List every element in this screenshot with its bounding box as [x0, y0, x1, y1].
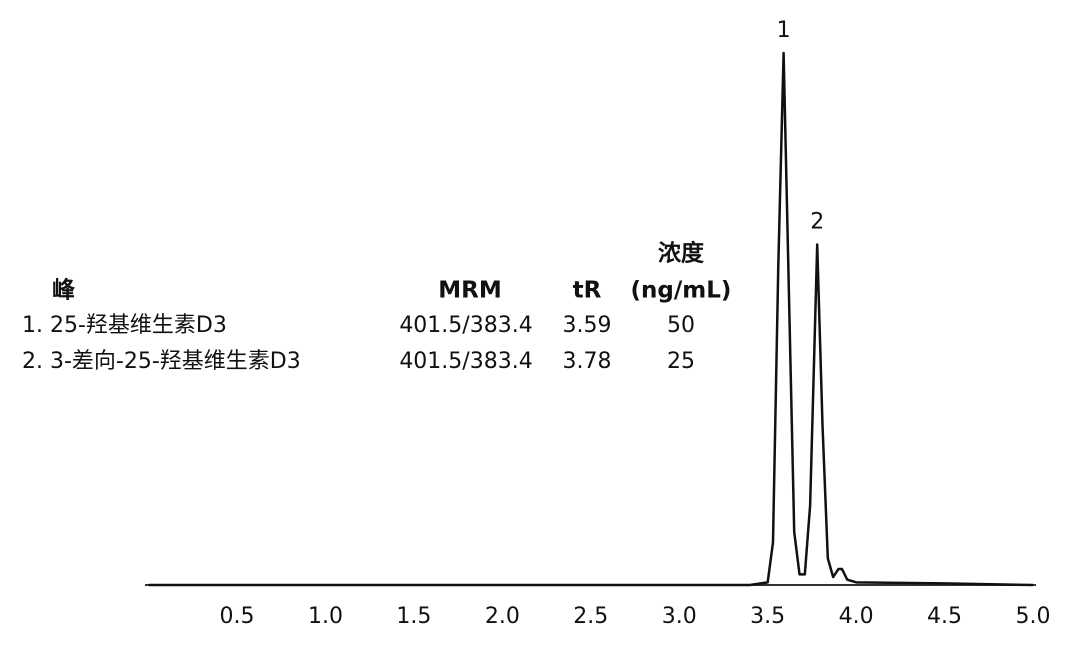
table-cell: 1.: [22, 313, 43, 338]
x-tick-label: 2.5: [573, 604, 608, 629]
x-tick-label: 3.0: [662, 604, 697, 629]
chromatogram-line: [148, 51, 1034, 587]
x-tick-label: 1.5: [396, 604, 431, 629]
peak-label: 2: [810, 210, 824, 235]
table-cell: 3.59: [563, 313, 612, 338]
table-cell: 25-羟基维生素D3: [50, 313, 227, 338]
table-header: (ng/mL): [631, 278, 732, 304]
table-cell: 401.5/383.4: [399, 349, 532, 374]
x-tick-label: 5.0: [1016, 604, 1051, 629]
table-header: 峰: [52, 278, 76, 304]
table-cell: 50: [667, 313, 695, 338]
x-tick-label: 0.5: [220, 604, 255, 629]
x-tick-label: 4.5: [927, 604, 962, 629]
x-tick-label: 2.0: [485, 604, 520, 629]
table-cell: 25: [667, 349, 695, 374]
table-header: 浓度: [658, 240, 705, 267]
table-cell: 3.78: [563, 349, 612, 374]
table-header: tR: [573, 278, 602, 304]
table-cell: 2.: [22, 349, 43, 374]
table-header: MRM: [438, 278, 502, 304]
table-cell: 401.5/383.4: [399, 313, 532, 338]
x-tick-label: 3.5: [750, 604, 785, 629]
x-tick-label: 4.0: [839, 604, 874, 629]
x-tick-label: 1.0: [308, 604, 343, 629]
table-cell: 3-差向-25-羟基维生素D3: [50, 349, 301, 374]
peak-label: 1: [777, 18, 791, 43]
